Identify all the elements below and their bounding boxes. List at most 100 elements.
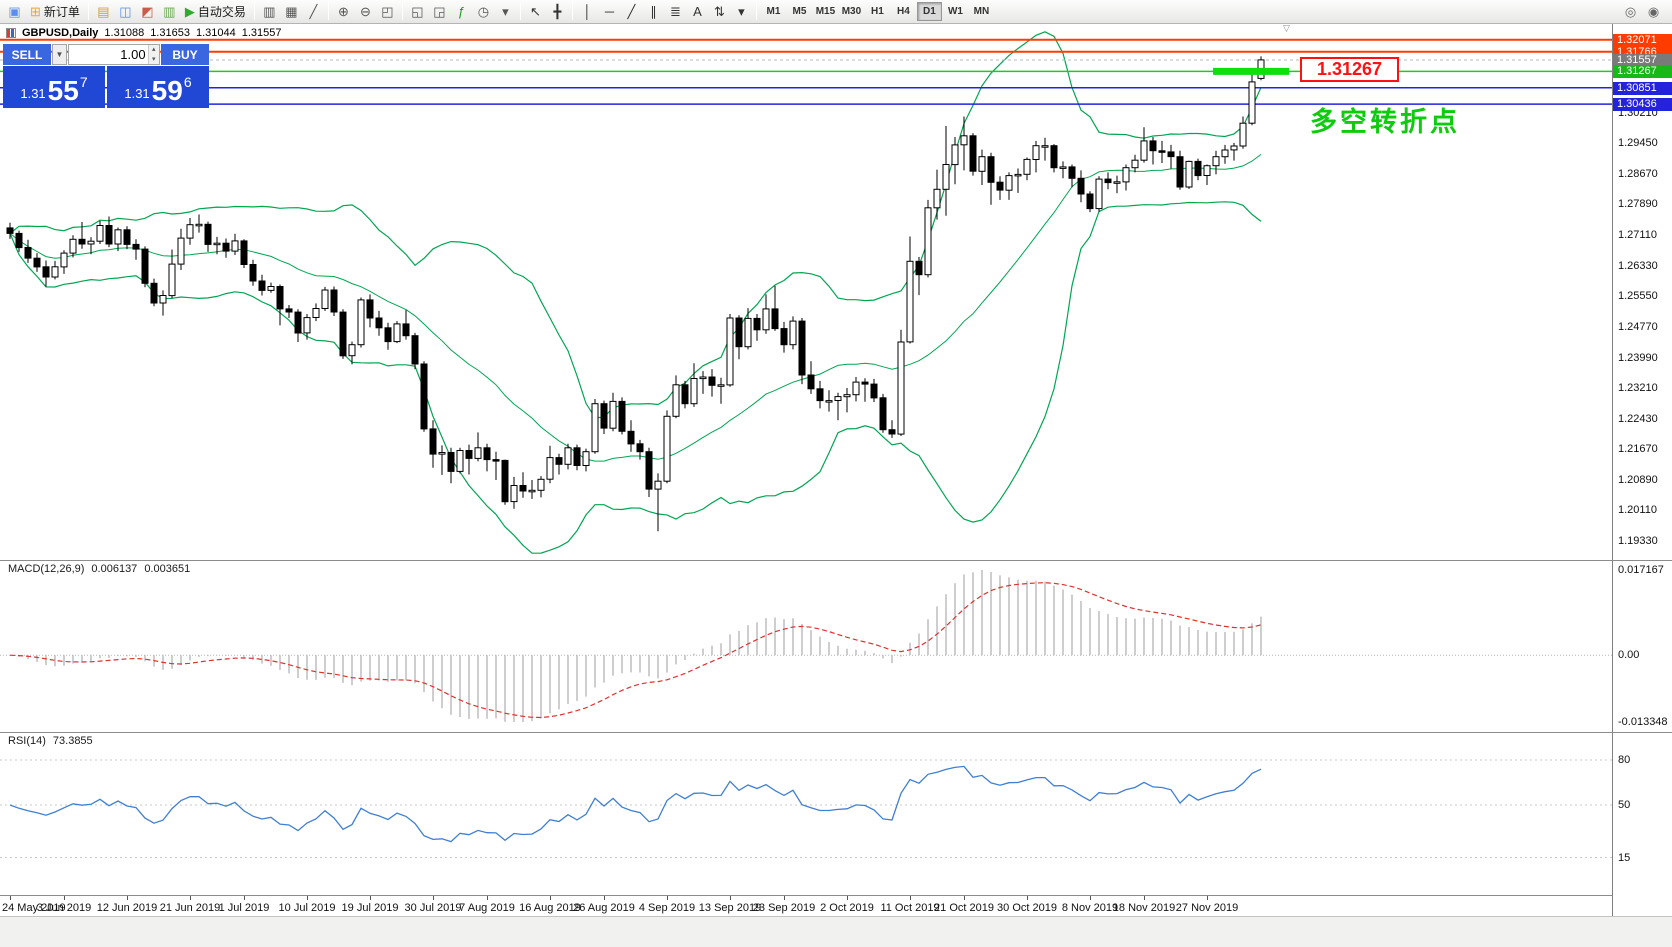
zoom-in-icon-button[interactable]: ⊕ (333, 2, 354, 22)
volume-up-button[interactable]: ▴ (148, 45, 159, 55)
horizontal-line-icon-button[interactable]: ─ (599, 2, 620, 22)
vertical-line-icon-button[interactable]: │ (577, 2, 598, 22)
candle-chart-icon-button[interactable]: ▦ (281, 2, 302, 22)
candle-body (501, 459, 509, 503)
time-axis-tick (433, 896, 434, 900)
candle-body (879, 397, 887, 431)
time-axis-label: 30 Oct 2019 (997, 902, 1057, 914)
new-chart-icon-button[interactable]: ◱ (407, 2, 428, 22)
time-axis-tick (730, 896, 731, 900)
templates-icon-button[interactable]: ▾ (495, 2, 516, 22)
candle-body (888, 429, 896, 435)
candle-body (1104, 178, 1112, 184)
candle-body (627, 430, 635, 445)
autotrade-label: 自动交易 (197, 5, 246, 19)
time-axis-tick (847, 896, 848, 900)
main-price-chart[interactable] (0, 0, 1612, 560)
panel-separator[interactable] (0, 560, 1672, 561)
trendline-icon-button[interactable]: ╱ (621, 2, 642, 22)
line-chart-icon-button[interactable]: ╱ (303, 2, 324, 22)
candle-body (852, 381, 860, 396)
price-flag-5: 1.30436 (1613, 98, 1672, 111)
new-order-button[interactable]: ⊞ 新订单 (26, 2, 84, 22)
crosshair-icon-button[interactable]: ╋ (547, 2, 568, 22)
autotrade-button[interactable]: ▶ 自动交易 (181, 2, 250, 22)
candle-body (816, 388, 824, 402)
candle-body (942, 164, 950, 190)
timeframe-m1-button[interactable]: M1 (766, 6, 781, 17)
window-icon-button[interactable]: ▣ (4, 2, 25, 22)
profiles-icon-button[interactable]: ▤ (93, 2, 114, 22)
chart-list-icon-button[interactable]: ◲ (429, 2, 450, 22)
timeframe-m5-button[interactable]: M5 (792, 6, 807, 17)
candle-body (204, 223, 212, 245)
candle-body (1158, 150, 1166, 153)
candle-body (411, 335, 419, 365)
candle-body (159, 295, 167, 304)
tile-windows-icon: ◰ (381, 4, 394, 19)
candle-body (915, 260, 923, 276)
pivot-level-marker[interactable] (1213, 67, 1289, 75)
bid-price-display[interactable]: 1.31 55 7 (3, 66, 105, 108)
cursor-icon-button[interactable]: ↖ (525, 2, 546, 22)
panel-separator[interactable] (0, 732, 1672, 733)
volume-input[interactable] (69, 45, 148, 64)
price-scale-label: 1.20110 (1618, 504, 1657, 516)
navigator-icon-button[interactable]: ▥ (159, 2, 180, 22)
timeframe-m30-button[interactable]: M30 (841, 6, 862, 17)
buy-button[interactable]: BUY (161, 44, 209, 65)
zoom-in-icon: ⊕ (337, 4, 349, 19)
candle-body (1122, 167, 1130, 183)
volume-dropdown[interactable]: ▼ (52, 44, 67, 65)
macd-indicator-chart[interactable] (0, 560, 1612, 732)
timeframe-h4-button[interactable]: H4 (897, 6, 910, 17)
chart-shift-marker-icon[interactable]: ▽ (1283, 23, 1290, 33)
tile-windows-icon-button[interactable]: ◰ (377, 2, 398, 22)
rsi-indicator-chart[interactable] (0, 732, 1612, 895)
time-axis-label: 13 Sep 2019 (698, 902, 762, 914)
time-axis[interactable]: 24 May 2019 3 Jun 2019 12 Jun 2019 21 Jun 2… (0, 895, 1672, 916)
vertical-line-icon: │ (583, 4, 592, 19)
candle-body (1068, 166, 1076, 179)
candle-body (69, 238, 77, 254)
zoom-out-icon-button[interactable]: ⊖ (355, 2, 376, 22)
time-axis-tick (244, 896, 245, 900)
sell-button[interactable]: SELL (3, 44, 51, 65)
price-scale-label: 1.23210 (1618, 382, 1658, 394)
bid-pipette: 7 (79, 74, 88, 90)
periods-icon-button[interactable]: ◷ (473, 2, 494, 22)
bar-chart-icon-button[interactable]: ▥ (259, 2, 280, 22)
fibonacci-icon-button[interactable]: ≣ (665, 2, 686, 22)
timeframe-h1-button[interactable]: H1 (871, 6, 884, 17)
data-window-icon-button[interactable]: ◩ (137, 2, 158, 22)
price-scale[interactable]: 1.30210 1.29450 1.28670 1.27890 1.27110 1.263… (1612, 24, 1672, 916)
candle-body (1086, 193, 1094, 210)
toolbar-separator (401, 3, 403, 20)
candle-body (231, 240, 239, 252)
search-advanced-icon-button[interactable]: ◉ (1643, 2, 1664, 22)
time-axis-tick (1207, 896, 1208, 900)
candle-body (312, 308, 320, 318)
timeframe-mn-button[interactable]: MN (973, 6, 990, 17)
candle-body (123, 229, 131, 245)
shapes-icon-button[interactable]: ▾ (731, 2, 752, 22)
volume-down-button[interactable]: ▾ (148, 54, 159, 64)
line-chart-icon: ╱ (309, 4, 318, 19)
indicators-icon-button[interactable]: ƒ (451, 2, 472, 22)
bid-pips: 55 (47, 75, 79, 106)
horizontal-line-icon: ─ (604, 4, 615, 19)
timeframe-d1-button[interactable]: D1 (916, 2, 942, 21)
channel-icon-button[interactable]: ∥ (643, 2, 664, 22)
time-axis-label: 26 Aug 2019 (573, 902, 635, 914)
text-icon-button[interactable]: A (687, 2, 708, 22)
ask-price-display[interactable]: 1.31 59 6 (107, 66, 209, 108)
pivot-note-text[interactable]: 多空转折点 (1310, 107, 1460, 137)
candle-body (114, 229, 122, 245)
arrows-icon-button[interactable]: ⇅ (709, 2, 730, 22)
price-callout-box[interactable]: 1.31267 (1300, 57, 1399, 82)
timeframe-w1-button[interactable]: W1 (947, 6, 963, 17)
rsi-scale-label: 50 (1618, 799, 1631, 811)
timeframe-m15-button[interactable]: M15 (815, 6, 836, 17)
market-watch-icon-button[interactable]: ◫ (115, 2, 136, 22)
search-icon-button[interactable]: ◎ (1620, 2, 1641, 22)
